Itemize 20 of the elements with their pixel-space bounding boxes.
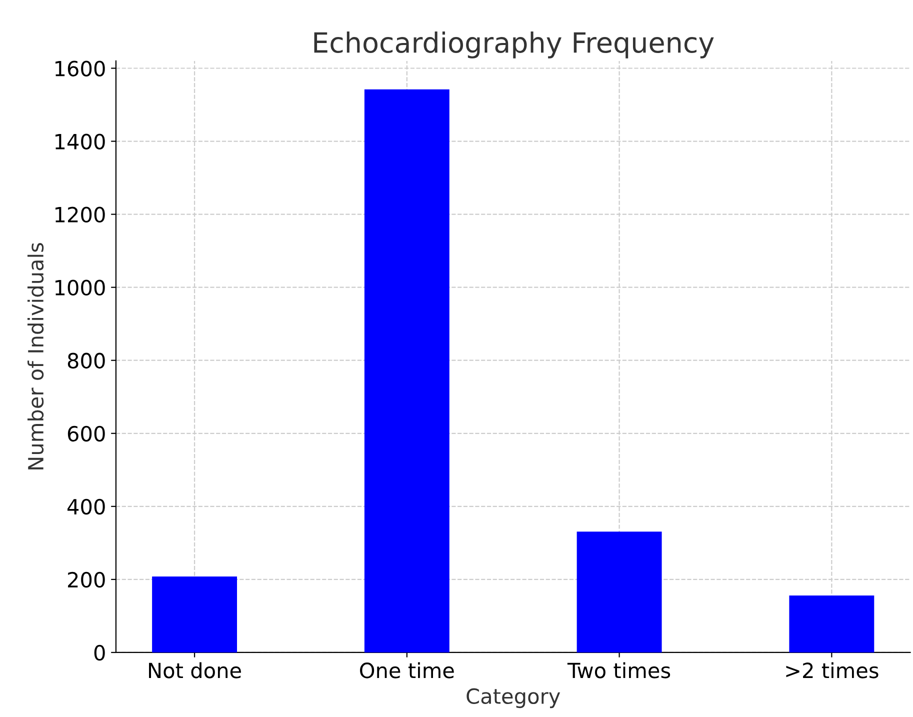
y-tick-label: 0 — [94, 644, 105, 661]
x-tick-label: Not done — [149, 662, 241, 678]
y-tick-label: 1400 — [55, 134, 105, 150]
y-tick-label: 400 — [67, 498, 105, 515]
y-tick-label: 1600 — [55, 60, 105, 76]
chart-title: Echocardiography Frequency — [314, 32, 714, 58]
x-tick-label: Two times — [567, 662, 670, 678]
y-tick-label: 600 — [68, 426, 105, 442]
y-tick-label: 1000 — [55, 280, 105, 296]
y-tick-label: 800 — [68, 352, 105, 369]
bar — [152, 576, 238, 652]
bar — [576, 532, 662, 652]
x-tick-label: One time — [360, 662, 454, 678]
y-axis-title: Number of Individuals — [27, 243, 44, 470]
bar — [789, 596, 874, 652]
bar — [364, 89, 450, 652]
x-tick-label: >2 times — [786, 662, 878, 678]
y-tick-label: 1200 — [55, 206, 105, 223]
x-axis-title: Category — [466, 688, 560, 708]
y-tick-label: 200 — [68, 572, 105, 588]
